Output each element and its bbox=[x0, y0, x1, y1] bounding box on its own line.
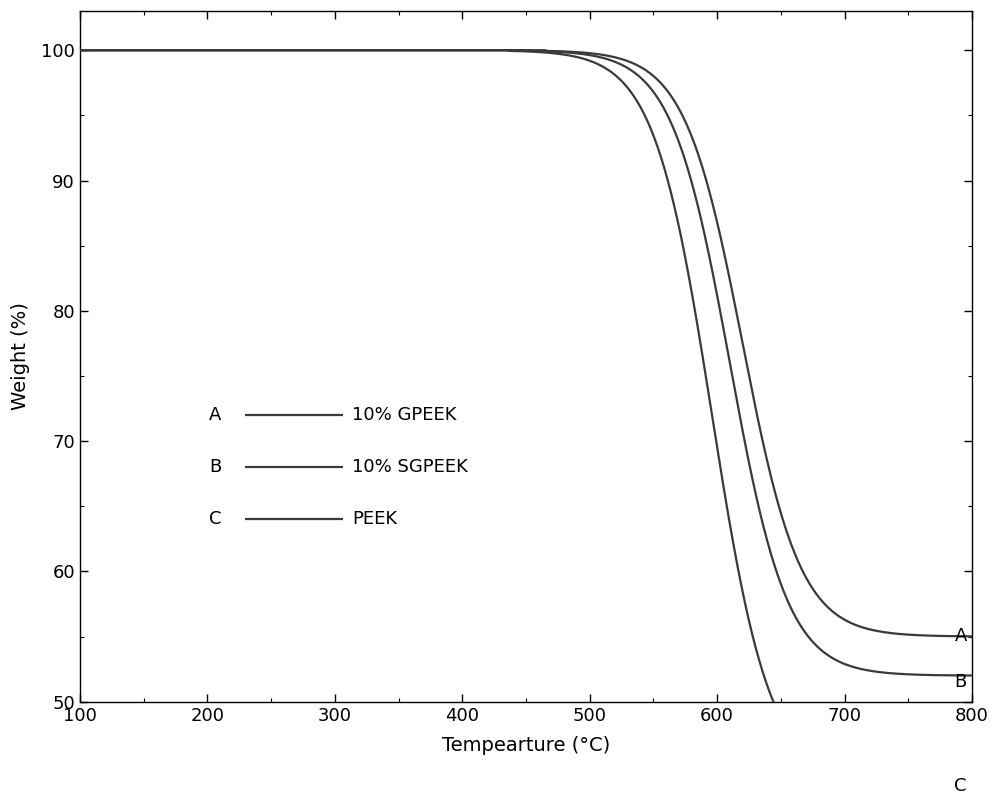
Text: C: C bbox=[209, 510, 222, 528]
Text: 10% GPEEK: 10% GPEEK bbox=[352, 406, 457, 424]
Text: 10% SGPEEK: 10% SGPEEK bbox=[352, 458, 468, 476]
Text: B: B bbox=[209, 458, 222, 476]
Text: A: A bbox=[209, 406, 222, 424]
Y-axis label: Weight (%): Weight (%) bbox=[11, 303, 30, 410]
Text: PEEK: PEEK bbox=[352, 510, 397, 528]
Text: B: B bbox=[955, 673, 967, 691]
X-axis label: Tempearture (°C): Tempearture (°C) bbox=[442, 736, 610, 755]
Text: C: C bbox=[954, 777, 967, 795]
Text: A: A bbox=[954, 627, 967, 646]
